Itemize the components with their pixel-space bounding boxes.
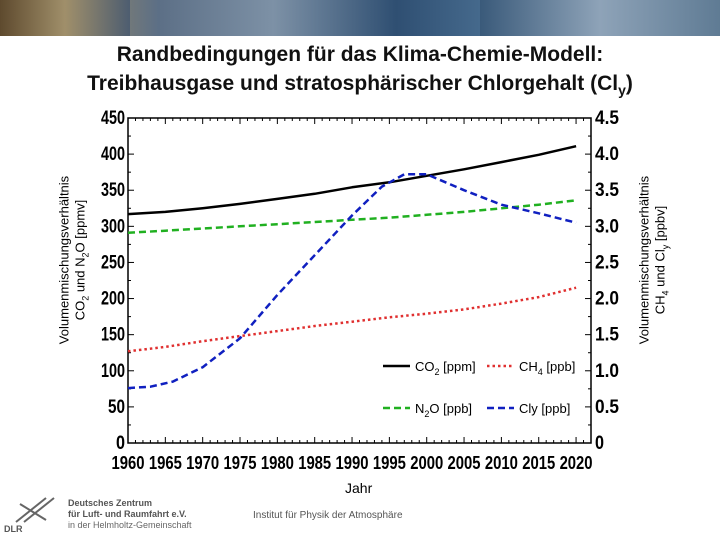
y-right-tick-label: 3.0 — [595, 216, 619, 237]
y-right-tick-label: 2.5 — [595, 252, 619, 273]
series-line-cly — [127, 173, 577, 390]
y-left-tick-label: 0 — [116, 433, 125, 454]
y-left-tick-label: 50 — [108, 397, 125, 418]
y-right-tick-label: 0 — [595, 433, 604, 454]
logo-line-2: für Luft- und Raumfahrt e.V. — [68, 509, 187, 519]
x-tick-label: 1960 — [112, 453, 145, 473]
logo-line-1: Deutsches Zentrum — [68, 498, 153, 508]
x-tick-label: 2020 — [560, 453, 593, 473]
legend-label: CO2 [ppm] — [415, 359, 476, 377]
y-right-tick-label: 1.0 — [595, 361, 619, 382]
y-right-tick-label: 1.5 — [595, 325, 619, 346]
banner-photo-right — [480, 0, 720, 36]
plot-frame — [127, 117, 592, 444]
x-axis-label: Jahr — [345, 480, 373, 496]
dlr-logo-text: Deutsches Zentrum für Luft- und Raumfahr… — [68, 498, 192, 531]
series-line-n2o — [127, 199, 577, 235]
footer-institute: Institut für Physik der Atmosphäre — [253, 510, 403, 521]
y-left-tick-label: 250 — [101, 252, 125, 273]
x-tick-label: 1995 — [373, 453, 406, 473]
y-right-tick-label: 0.5 — [595, 397, 619, 418]
dlr-mark: DLR — [4, 524, 23, 534]
x-tick-label: 2010 — [485, 453, 518, 473]
x-tick-label: 1975 — [224, 453, 257, 473]
y-right-tick-label: 4.5 — [595, 108, 619, 129]
x-tick-label: 1990 — [336, 453, 369, 473]
x-tick-label: 1970 — [186, 453, 219, 473]
y-right-tick-label: 4.0 — [595, 144, 619, 165]
y-left-tick-label: 100 — [101, 361, 125, 382]
dlr-logo-icon — [15, 497, 55, 523]
y-left-tick-label: 300 — [101, 216, 125, 237]
title-line-2-sub: y — [618, 82, 626, 99]
logo-line-3: in der Helmholtz-Gemeinschaft — [68, 520, 192, 530]
y-left-tick-label: 450 — [101, 108, 125, 129]
y-left-tick-label: 400 — [101, 144, 125, 165]
x-tick-label: 1965 — [149, 453, 182, 473]
title-line-2-end: ) — [625, 72, 633, 95]
x-tick-label: 1985 — [298, 453, 331, 473]
y-right-tick-label: 3.5 — [595, 180, 619, 201]
title-line-2: Treibhausgase und stratosphärischer Chlo… — [0, 69, 720, 105]
legend-label: N2O [ppb] — [415, 401, 472, 419]
legend-label: Cly [ppb] — [519, 401, 570, 416]
title-line-1: Randbedingungen für das Klima-Chemie-Mod… — [116, 43, 604, 66]
legend-label: CH4 [ppb] — [519, 359, 575, 377]
page-title: Randbedingungen für das Klima-Chemie-Mod… — [0, 40, 720, 105]
x-tick-label: 2015 — [522, 453, 555, 473]
series-line-co2 — [127, 144, 577, 216]
x-tick-label: 2000 — [410, 453, 443, 473]
y-left-tick-label: 150 — [101, 325, 125, 346]
x-tick-label: 2005 — [448, 453, 481, 473]
y-right-tick-label: 2.0 — [595, 289, 619, 310]
title-line-2-main: Treibhausgase und stratosphärischer Chlo… — [87, 72, 619, 95]
header-banner — [0, 0, 720, 36]
series-line-ch4 — [127, 286, 577, 353]
y-left-tick-label: 350 — [101, 180, 125, 201]
banner-photo-left — [0, 0, 130, 36]
y-left-tick-label: 200 — [101, 289, 125, 310]
x-tick-label: 1980 — [261, 453, 294, 473]
